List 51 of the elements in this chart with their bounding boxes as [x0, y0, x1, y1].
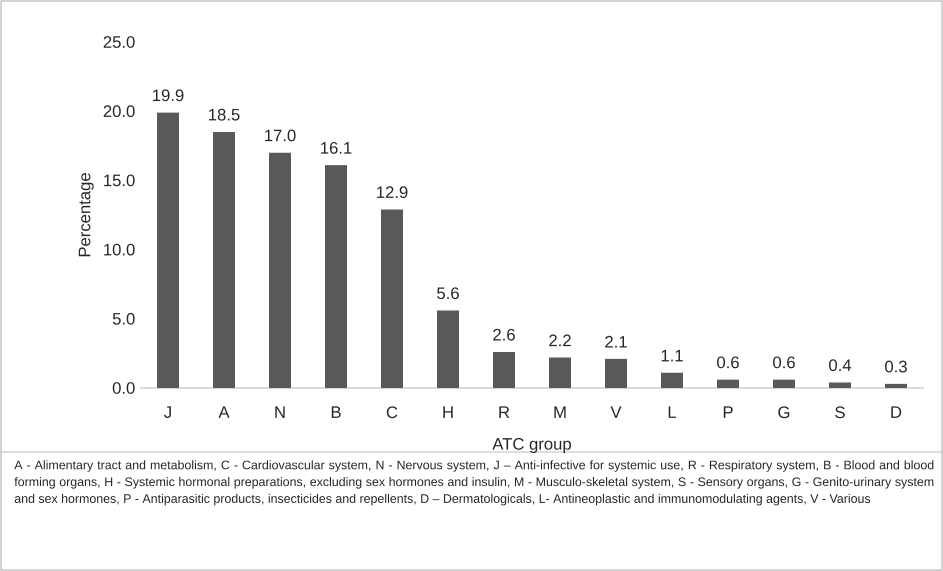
data-label: 12.9	[377, 186, 408, 198]
data-label: 17.0	[265, 130, 296, 142]
y-tick-label: 25.0	[104, 36, 135, 48]
y-tick-label: 15.0	[104, 174, 135, 186]
bar	[157, 112, 180, 388]
data-label: 16.1	[321, 142, 352, 154]
text: A - Alimentary tract and metabolism, C - Cardiovascular system, N - Nervous system, J – Anti-infective for systemic use, R - Respiratory system, B - Blood and blood forming organs, H - Systemic hormonal preparations, excluding sex hormones and insulin, M - Musculo-skeletal system, S - Sensory organs, G - Genito-urinary system and sex hormones, P - Antiparasitic products, insecticides and repellents, D – Dermatologicals, L- Antineoplastic and immunomodulating agents, V - Various	[14, 460, 934, 506]
x-tick-label: A	[218, 406, 230, 418]
bar	[269, 152, 292, 388]
bar	[773, 380, 795, 388]
data-label: 19.9	[153, 89, 184, 102]
y-tick-label: 0.0	[112, 382, 135, 394]
data-label: 1.1	[662, 350, 683, 362]
data-label: 0.6	[717, 356, 739, 368]
data-label: 2.6	[493, 328, 515, 341]
bar	[661, 372, 683, 388]
bar	[605, 358, 627, 388]
x-tick-label: N	[275, 406, 285, 418]
data-label: 2.1	[605, 336, 627, 348]
bar	[325, 165, 348, 388]
x-axis-title: ATC group	[492, 438, 571, 454]
x-tick-label: L	[668, 406, 676, 418]
bar	[884, 384, 907, 388]
bar	[437, 310, 460, 388]
bar	[381, 209, 404, 388]
x-tick-label: G	[778, 406, 790, 418]
x-tick-label: B	[332, 406, 341, 418]
bar	[493, 352, 516, 388]
x-tick-label: J	[164, 406, 171, 418]
bar	[717, 380, 739, 388]
y-tick-label: 5.0	[112, 312, 135, 325]
x-tick-label: V	[610, 406, 622, 418]
y-tick-label: 10.0	[104, 244, 135, 256]
y-tick-label: 20.0	[104, 105, 135, 118]
y-axis-title: Percentage	[78, 173, 94, 256]
x-tick-label: M	[554, 406, 566, 418]
data-label: 0.3	[885, 360, 907, 372]
data-label: 5.6	[437, 287, 459, 300]
bar	[213, 132, 236, 388]
data-label: 0.6	[773, 356, 795, 368]
x-tick-label: R	[499, 406, 510, 418]
data-label: 18.5	[209, 108, 240, 121]
x-tick-label: D	[891, 406, 902, 418]
x-tick-label: P	[724, 406, 733, 418]
x-tick-label: S	[835, 406, 845, 418]
x-tick-label: H	[443, 406, 453, 418]
data-label: 2.2	[549, 334, 571, 346]
bar	[828, 382, 851, 388]
data-label: 0.4	[829, 359, 852, 372]
bar	[549, 358, 571, 388]
x-tick-label: C	[386, 406, 398, 418]
